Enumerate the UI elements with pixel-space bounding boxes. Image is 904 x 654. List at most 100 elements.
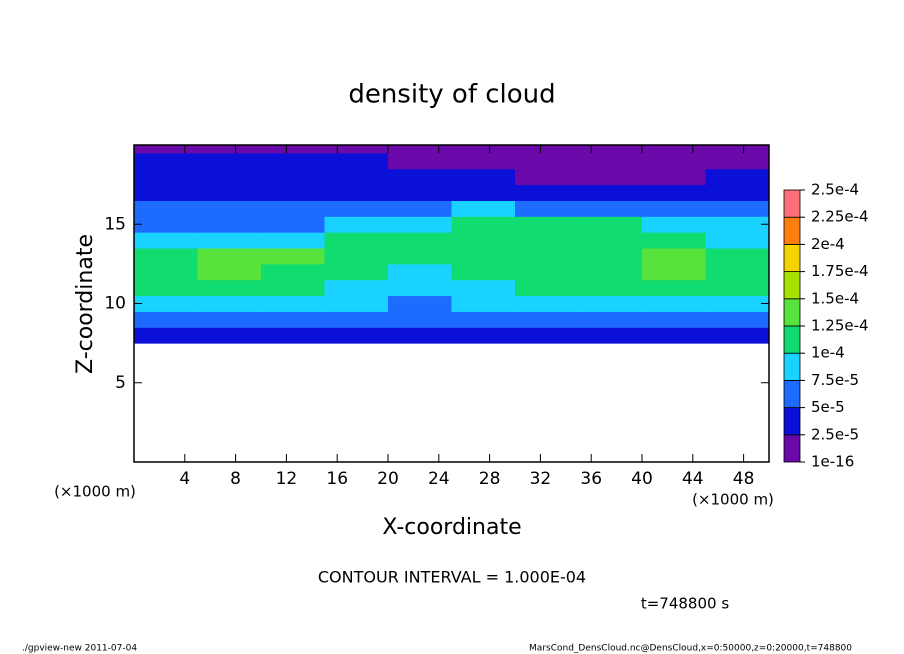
cell: [451, 279, 516, 297]
time-label: t=748800 s: [641, 595, 729, 613]
cell: [578, 295, 643, 312]
cell: [515, 216, 579, 233]
x-tick-label: 16: [326, 469, 348, 489]
cell: [642, 232, 706, 249]
cell: [261, 279, 325, 297]
cell: [324, 145, 389, 154]
colorbar-label: 1e-4: [811, 344, 845, 362]
cell: [578, 200, 643, 217]
cell: [388, 279, 452, 297]
cell: [388, 145, 452, 154]
cell: [642, 168, 706, 186]
cell: [642, 216, 706, 233]
colorbar-label: 1.25e-4: [811, 317, 869, 335]
cell: [197, 327, 262, 344]
colorbar-box: [783, 352, 801, 381]
colorbar-label: 2.5e-4: [811, 181, 859, 199]
cell: [515, 184, 579, 201]
cell: [642, 145, 706, 154]
cell: [324, 232, 389, 249]
x-tick-label: 44: [682, 469, 704, 489]
cell: [134, 216, 198, 233]
colorbar-box: [783, 189, 801, 218]
cell: [515, 200, 579, 217]
cell: [388, 200, 452, 217]
colorbar-label: 1.5e-4: [811, 289, 859, 307]
chart-title: density of cloud: [348, 80, 555, 110]
colorbar-box: [783, 271, 801, 300]
x-tick-label: 12: [276, 469, 298, 489]
cell: [261, 311, 325, 328]
heatmap: [134, 145, 770, 344]
cell: [324, 311, 389, 328]
cell: [515, 311, 579, 328]
cell: [134, 295, 198, 312]
cell: [451, 145, 516, 154]
cell: [705, 200, 770, 217]
cell: [578, 216, 643, 233]
cell: [324, 248, 389, 265]
cell: [261, 263, 325, 281]
cell: [642, 152, 706, 170]
cell: [451, 295, 516, 312]
cell: [642, 295, 706, 312]
cell: [578, 248, 643, 265]
cell: [705, 327, 770, 344]
colorbar-box: [783, 434, 801, 463]
cell: [261, 200, 325, 217]
cell: [515, 232, 579, 249]
cell: [451, 248, 516, 265]
colorbar-label: 2.5e-5: [811, 425, 859, 443]
cell: [134, 152, 198, 170]
cell: [515, 263, 579, 281]
cell: [642, 327, 706, 344]
colorbar-box: [783, 243, 801, 272]
cell: [705, 279, 770, 297]
cell: [578, 232, 643, 249]
x-tick-label: 8: [230, 469, 241, 489]
colorbar-label: 1e-16: [811, 453, 854, 471]
cell: [134, 327, 198, 344]
cell: [134, 248, 198, 265]
cell: [134, 184, 198, 201]
cell: [134, 168, 198, 186]
cell: [705, 295, 770, 312]
cell: [451, 327, 516, 344]
cell: [515, 248, 579, 265]
colorbar-label: 2.25e-4: [811, 208, 869, 226]
cell: [197, 216, 262, 233]
colorbar-box: [783, 379, 801, 408]
cell: [515, 295, 579, 312]
cell: [515, 152, 579, 170]
cell: [197, 168, 262, 186]
x-unit: (×1000 m): [692, 491, 774, 509]
y-unit: (×1000 m): [54, 483, 136, 501]
cell: [134, 263, 198, 281]
cell: [705, 263, 770, 281]
x-tick-label: 4: [179, 469, 190, 489]
y-axis-label: Z-coordinate: [73, 234, 98, 374]
x-tick-label: 40: [631, 469, 653, 489]
cell: [324, 200, 389, 217]
footer-right: MarsCond_DensCloud.nc@DensCloud,x=0:5000…: [529, 644, 852, 654]
cell: [261, 152, 325, 170]
cell: [642, 200, 706, 217]
cell: [578, 279, 643, 297]
colorbar-box: [783, 407, 801, 436]
axes: 4 8 12 16 20 24 28 32 36 40 44 48510151e-162.5e-55e…: [104, 144, 869, 489]
cell: [451, 311, 516, 328]
cell: [705, 168, 770, 186]
cell: [324, 184, 389, 201]
cell: [134, 279, 198, 297]
cell: [388, 263, 452, 281]
cell: [705, 216, 770, 233]
colorbar-box: [783, 298, 801, 327]
cell: [578, 311, 643, 328]
cell: [451, 232, 516, 249]
x-tick-label: 24: [428, 469, 450, 489]
cell: [324, 279, 389, 297]
cell: [388, 311, 452, 328]
cell: [451, 152, 516, 170]
cell: [134, 232, 198, 249]
